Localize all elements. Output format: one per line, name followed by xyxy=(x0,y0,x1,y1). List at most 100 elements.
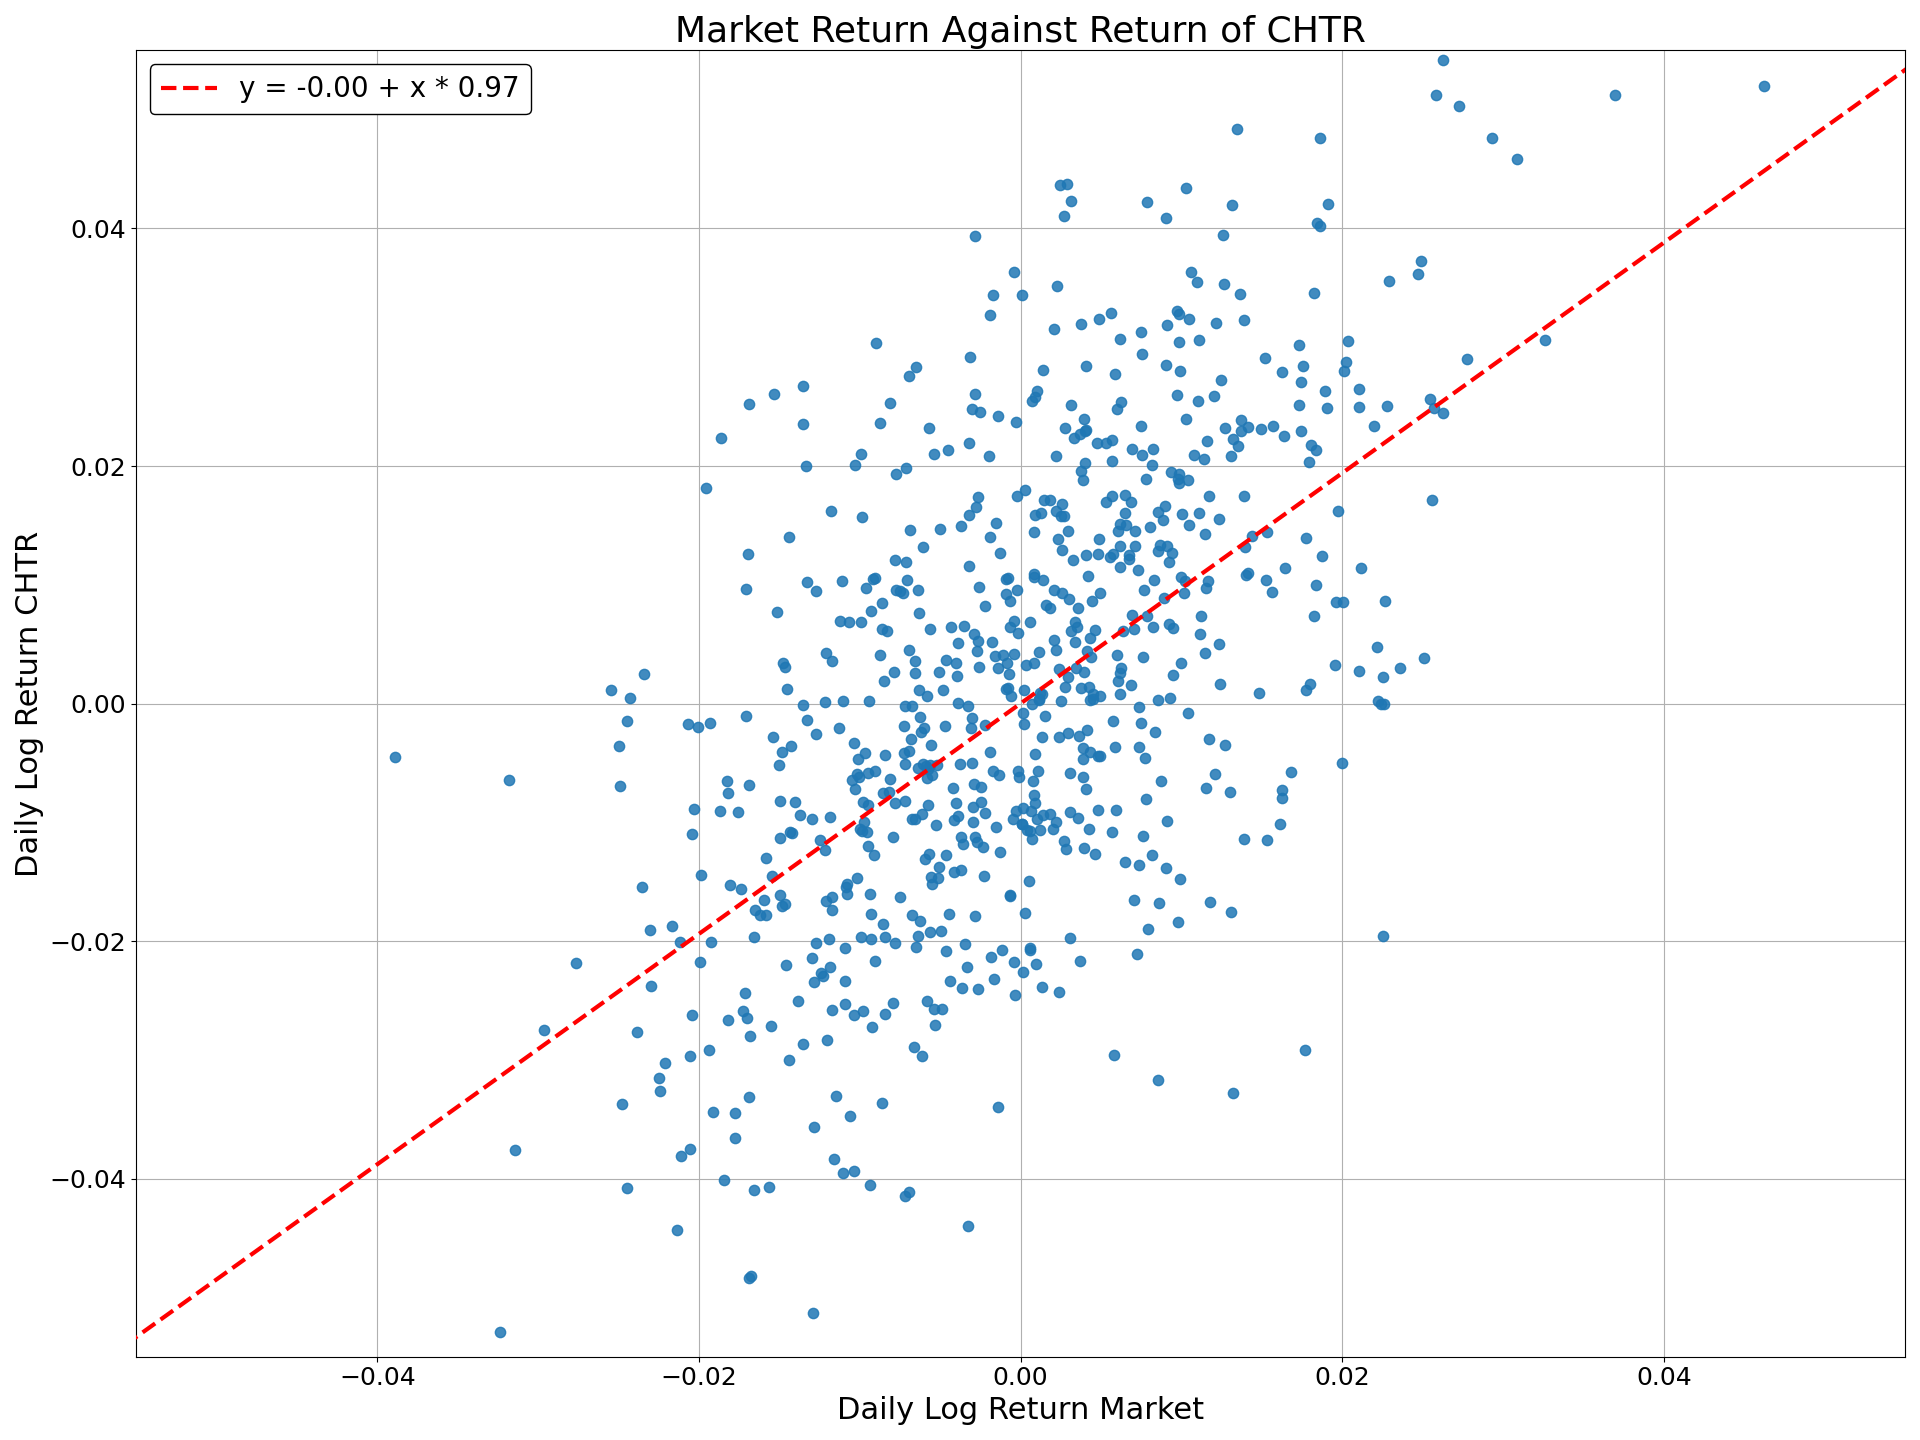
Point xyxy=(1150,495,1181,518)
Point xyxy=(874,768,904,791)
Point xyxy=(1183,389,1213,412)
Point xyxy=(1277,760,1308,783)
Y-axis label: Daily Log Return CHTR: Daily Log Return CHTR xyxy=(15,530,44,877)
Point xyxy=(945,825,975,848)
Point xyxy=(1031,593,1062,616)
Point xyxy=(847,819,877,842)
Point xyxy=(1183,271,1213,294)
Point xyxy=(1039,579,1069,602)
Point xyxy=(879,932,910,955)
Point xyxy=(929,714,960,737)
Point xyxy=(902,579,933,602)
Point xyxy=(1116,674,1146,697)
Point xyxy=(787,412,818,435)
Point xyxy=(797,806,828,829)
Point xyxy=(1225,420,1256,444)
Point xyxy=(1041,809,1071,832)
Point xyxy=(1025,681,1056,704)
Point xyxy=(995,589,1025,612)
Point xyxy=(983,657,1014,680)
Point xyxy=(1056,190,1087,213)
Point xyxy=(628,876,659,899)
Point xyxy=(998,261,1029,284)
Point xyxy=(1321,590,1352,613)
Point xyxy=(1415,387,1446,410)
Point xyxy=(1091,431,1121,454)
Point xyxy=(856,927,887,950)
Point xyxy=(881,579,912,602)
Point xyxy=(995,615,1025,638)
Point xyxy=(691,477,722,500)
Point xyxy=(914,618,945,641)
Point xyxy=(1311,397,1342,420)
Point xyxy=(1142,1068,1173,1092)
Point xyxy=(758,726,789,749)
Point xyxy=(904,910,935,933)
Point xyxy=(995,884,1025,907)
Point xyxy=(906,1044,937,1067)
Point xyxy=(1008,960,1039,984)
Point xyxy=(1599,84,1630,107)
Point xyxy=(1267,779,1298,802)
Point xyxy=(1102,670,1133,693)
Point xyxy=(1131,467,1162,490)
Point xyxy=(839,778,870,801)
Point xyxy=(1185,622,1215,645)
Point xyxy=(1023,641,1054,664)
Point xyxy=(979,968,1010,991)
Point xyxy=(1048,204,1079,228)
Point xyxy=(1073,688,1104,711)
Point xyxy=(995,684,1025,707)
Point xyxy=(720,1126,751,1149)
Point xyxy=(810,691,841,714)
Point xyxy=(801,579,831,602)
Point xyxy=(977,631,1008,654)
Point xyxy=(776,734,806,757)
Point xyxy=(676,1004,707,1027)
Point xyxy=(1021,953,1052,976)
Point xyxy=(1267,786,1298,809)
Point xyxy=(697,1100,728,1123)
Point xyxy=(1096,485,1127,508)
Point xyxy=(1304,127,1334,150)
Point xyxy=(868,670,899,693)
Point xyxy=(1167,503,1198,526)
Point xyxy=(774,819,804,842)
Point xyxy=(791,708,822,732)
Point xyxy=(1027,726,1058,749)
Point xyxy=(1250,569,1281,592)
Point xyxy=(1288,354,1319,377)
Point xyxy=(1204,507,1235,530)
Point xyxy=(829,969,860,992)
Point xyxy=(1044,657,1075,680)
Point xyxy=(1371,395,1402,418)
Point xyxy=(1071,639,1102,662)
Point xyxy=(860,567,891,590)
Point xyxy=(1071,564,1102,588)
Point xyxy=(612,1176,643,1200)
Point xyxy=(1123,854,1154,877)
Point xyxy=(751,847,781,870)
Point xyxy=(1068,747,1098,770)
Point xyxy=(945,753,975,776)
Point xyxy=(1236,524,1267,547)
Point xyxy=(1137,438,1167,461)
Point xyxy=(1121,943,1152,966)
Point xyxy=(828,690,858,713)
Point xyxy=(799,971,829,994)
Point xyxy=(831,876,862,899)
Point xyxy=(1162,383,1192,406)
Point xyxy=(1162,468,1192,491)
Point xyxy=(960,383,991,406)
Point xyxy=(595,680,626,703)
Point xyxy=(939,809,970,832)
Point xyxy=(1060,611,1091,634)
Point xyxy=(1187,605,1217,628)
Point xyxy=(1244,681,1275,704)
Point xyxy=(561,952,591,975)
Point xyxy=(970,801,1000,824)
Point xyxy=(849,742,879,765)
Point xyxy=(1125,321,1156,344)
Point xyxy=(897,727,927,750)
Point xyxy=(791,570,822,593)
